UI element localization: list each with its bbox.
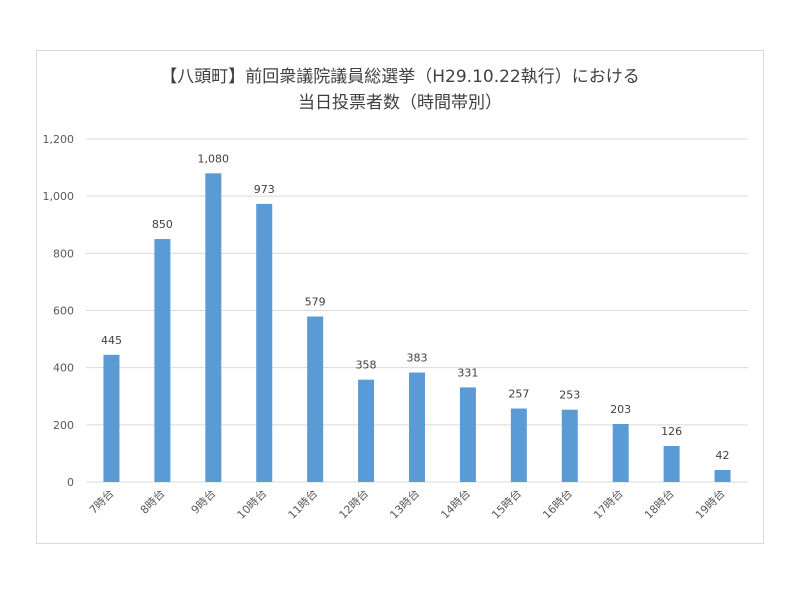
bar xyxy=(714,469,731,482)
data-label: 383 xyxy=(407,352,428,365)
data-label: 1,080 xyxy=(198,152,230,165)
x-category-label: 12時台 xyxy=(336,486,371,521)
x-category-label: 18時台 xyxy=(641,486,676,521)
x-category-label: 17時台 xyxy=(590,486,625,521)
data-label: 126 xyxy=(661,425,682,438)
data-label: 331 xyxy=(457,366,478,379)
bar xyxy=(307,316,324,482)
chart-title-block: 【八頭町】前回衆議院議員総選挙（H29.10.22執行）における 当日投票者数（… xyxy=(0,64,800,116)
x-category-label: 7時台 xyxy=(86,486,116,516)
data-label: 973 xyxy=(254,183,275,196)
y-tick-label: 200 xyxy=(53,419,74,432)
x-category-label: 14時台 xyxy=(438,486,473,521)
data-label: 445 xyxy=(101,334,122,347)
data-label: 579 xyxy=(305,296,326,309)
bar xyxy=(510,408,527,482)
x-category-label: 8時台 xyxy=(137,486,167,516)
grid-lines xyxy=(86,138,748,483)
data-label: 42 xyxy=(716,449,730,462)
data-labels: 445 850 1,080 973 579 358 383 331 257 253 203 126 42 xyxy=(101,152,730,462)
data-label: 358 xyxy=(356,359,377,372)
y-tick-label: 800 xyxy=(53,247,74,260)
bar xyxy=(154,239,171,482)
y-tick-label: 1,000 xyxy=(43,190,75,203)
x-category-label: 19時台 xyxy=(692,486,727,521)
x-category-label: 11時台 xyxy=(285,486,320,521)
y-tick-label: 1,200 xyxy=(43,133,75,146)
data-label: 850 xyxy=(152,218,173,231)
bar xyxy=(561,409,578,482)
bar xyxy=(663,445,680,482)
bar xyxy=(205,173,222,483)
x-category-label: 15時台 xyxy=(489,486,524,521)
bar xyxy=(256,203,273,483)
bar xyxy=(103,354,120,482)
data-label: 203 xyxy=(610,403,631,416)
bar xyxy=(612,423,629,482)
data-label: 253 xyxy=(559,389,580,402)
x-category-label: 13時台 xyxy=(387,486,422,521)
x-category-label: 10時台 xyxy=(234,486,269,521)
bar xyxy=(358,379,375,482)
y-tick-label: 400 xyxy=(53,362,74,375)
x-category-label: 16時台 xyxy=(540,486,575,521)
bar xyxy=(459,387,476,482)
x-category-label: 9時台 xyxy=(188,486,218,516)
x-axis-categories: 7時台 8時台 9時台 10時台 11時台 12時台 13時台 14時台 15時台 16時台 17時… xyxy=(86,486,727,521)
data-label: 257 xyxy=(508,388,529,401)
bar xyxy=(409,372,425,482)
y-tick-label: 0 xyxy=(67,476,74,489)
y-axis-ticks: 0 200 400 600 800 1,000 1,200 xyxy=(43,133,75,489)
chart-subtitle: 当日投票者数（時間帯別） xyxy=(298,93,502,113)
bars xyxy=(103,173,731,483)
y-tick-label: 600 xyxy=(53,305,74,318)
chart-title: 【八頭町】前回衆議院議員総選挙（H29.10.22執行）における xyxy=(160,67,640,87)
